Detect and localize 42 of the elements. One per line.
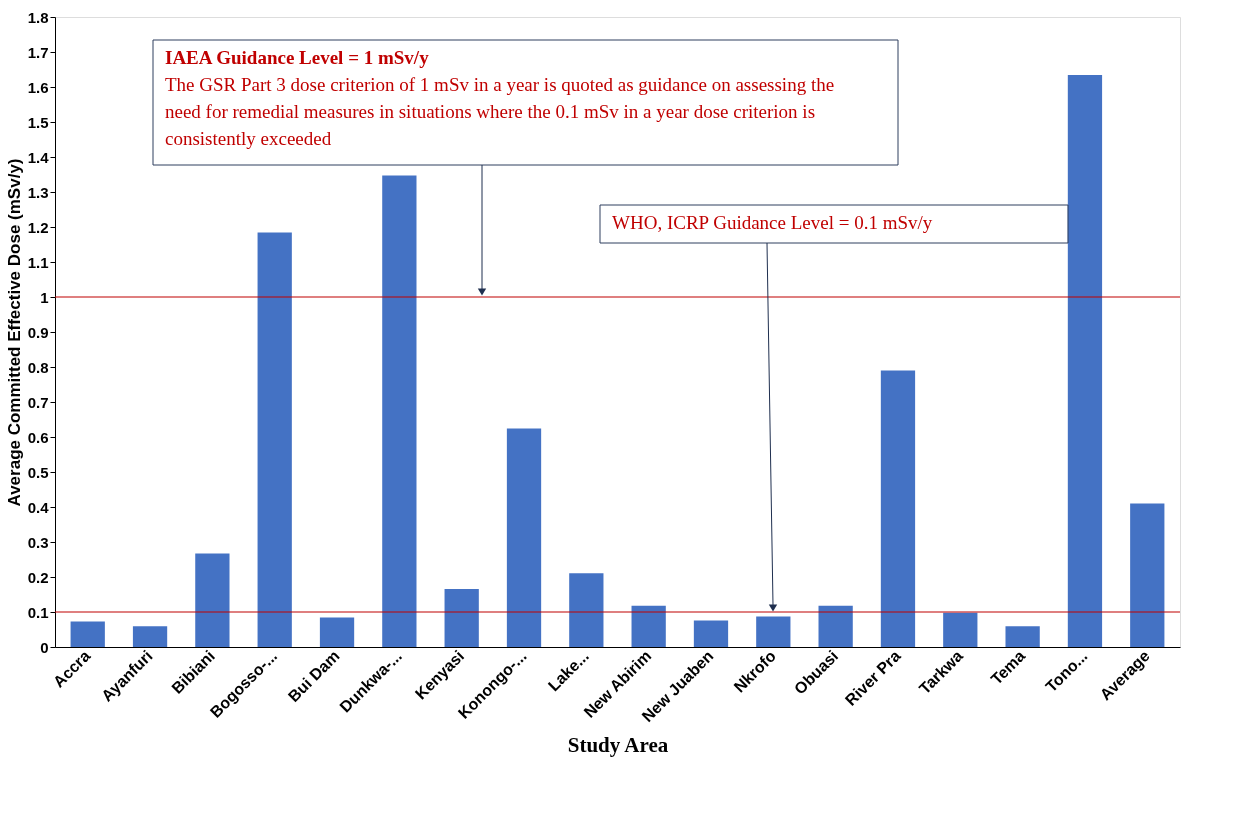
bar xyxy=(818,605,853,647)
y-tick-label: 1.6 xyxy=(27,78,49,96)
y-tick-label: 1.3 xyxy=(27,183,49,201)
y-tick-label: 1.5 xyxy=(27,113,49,131)
x-axis-title: Study Area xyxy=(567,733,669,758)
bar xyxy=(693,620,729,647)
y-tick-label: 1.1 xyxy=(27,253,49,271)
bar xyxy=(1130,503,1165,647)
y-tick-label: 1.4 xyxy=(27,148,50,166)
bar xyxy=(1005,626,1040,647)
y-axis-title: Average Committed Effective Dose (mSv/y) xyxy=(4,158,24,507)
y-tick-label: 0.3 xyxy=(27,533,49,551)
y-tick-label: 1.8 xyxy=(27,8,49,26)
bar xyxy=(70,621,105,647)
y-tick-label: 0.5 xyxy=(27,463,49,481)
bar xyxy=(506,428,542,647)
y-tick-label: 1 xyxy=(40,288,49,306)
y-tick-label: 0.8 xyxy=(27,358,49,376)
y-tick-label: 0.7 xyxy=(27,393,49,411)
bar xyxy=(756,616,791,647)
annotation: The GSR Part 3 dose criterion of 1 mSv in a year is quoted as guidance on assessing the need for remedial measures in situations where the 0.1 mSv in a year dose criterion is consistently exceeded xyxy=(165,74,835,149)
bar xyxy=(319,617,355,647)
bar xyxy=(195,553,230,647)
y-tick-label: 0.9 xyxy=(27,323,49,341)
bar xyxy=(631,605,666,647)
bar xyxy=(1067,75,1103,647)
y-tick-label: 0 xyxy=(40,638,49,656)
y-tick-label: 0.1 xyxy=(27,603,49,621)
y-tick-label: 0.4 xyxy=(27,498,50,516)
bar xyxy=(880,370,916,647)
ref-line-label: WHO, ICRP Guidance Level = 0.1 mSv/y xyxy=(612,212,933,233)
bar xyxy=(444,588,479,647)
y-tick-label: 1.7 xyxy=(27,43,49,61)
y-tick-label: 0.2 xyxy=(27,568,49,586)
ref-line-label: IAEA Guidance Level = 1 mSv/y xyxy=(165,47,430,68)
bar xyxy=(382,175,417,647)
bar xyxy=(257,232,292,647)
bar xyxy=(569,573,604,647)
bar xyxy=(132,626,168,647)
bar xyxy=(943,612,978,647)
y-tick-label: 0.6 xyxy=(27,428,49,446)
y-tick-label: 1.2 xyxy=(27,218,49,236)
